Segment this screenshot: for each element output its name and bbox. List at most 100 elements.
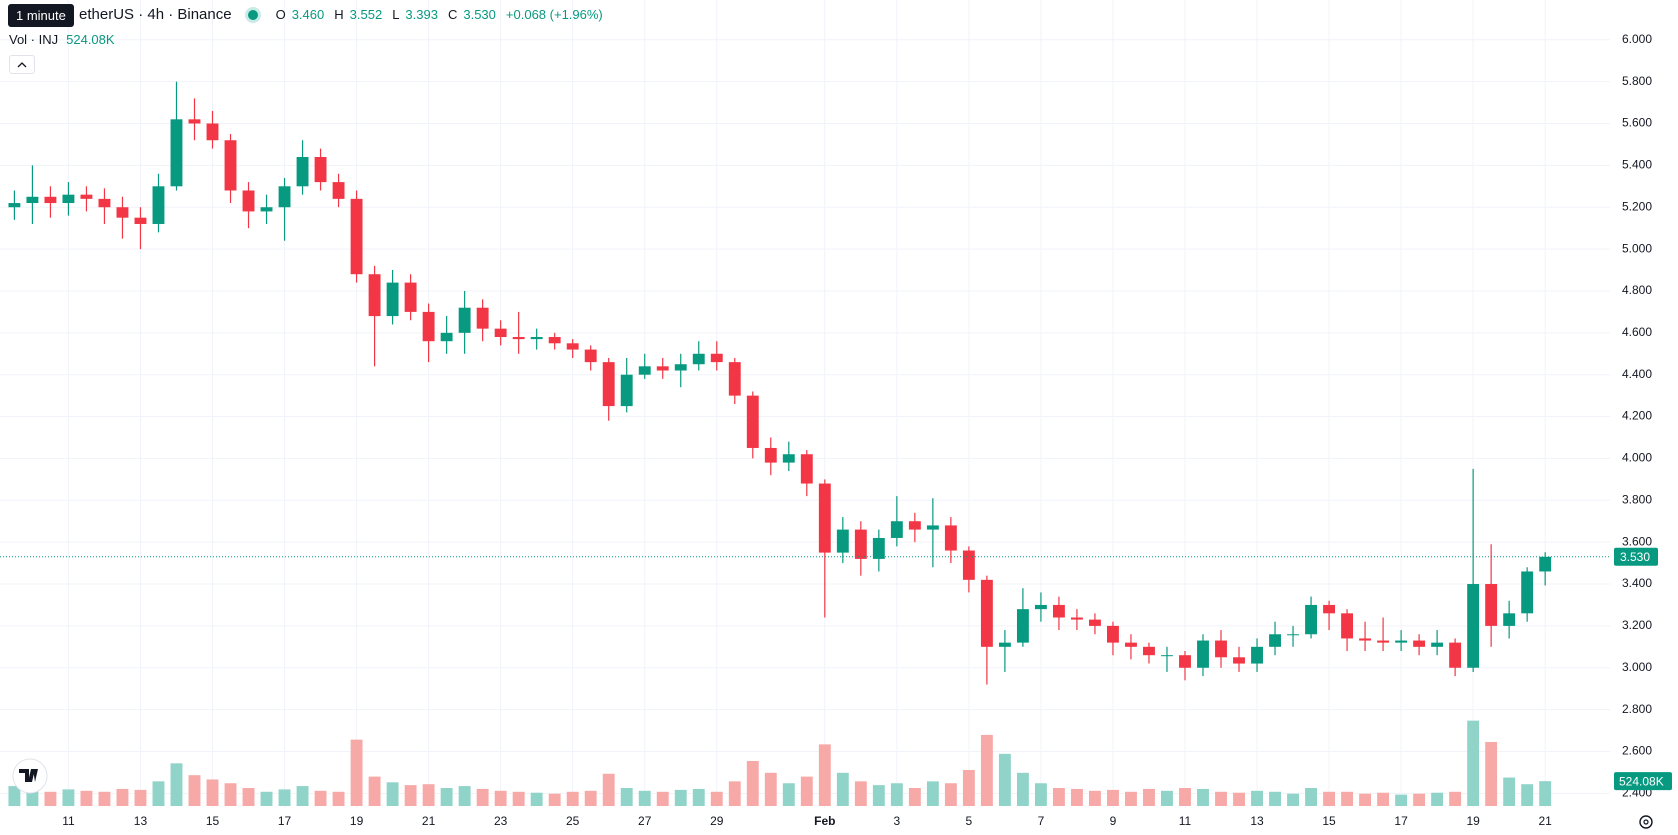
volume-box — [1614, 772, 1672, 791]
candle-body — [782, 454, 795, 463]
volume-bar — [1539, 781, 1552, 806]
volume-bar — [962, 769, 975, 806]
volume-bar — [404, 785, 417, 806]
y-tick-label: 5.000 — [1622, 241, 1652, 255]
candle-body — [1413, 640, 1426, 647]
candle-body — [926, 525, 939, 530]
volume-bar — [422, 784, 435, 806]
volume-bar — [134, 789, 147, 806]
y-tick-label: 4.600 — [1622, 325, 1652, 339]
candle-body — [620, 374, 633, 407]
x-tick-label: 3 — [894, 814, 901, 828]
candle-body — [530, 337, 543, 340]
x-tick-label: 23 — [494, 814, 508, 828]
candle-body — [1395, 640, 1408, 643]
collapse-button[interactable] — [9, 55, 35, 74]
x-tick-label: Feb — [814, 814, 835, 828]
candle-body — [1485, 584, 1498, 626]
candle-body — [962, 550, 975, 580]
candle-body — [134, 217, 147, 224]
candle-body — [206, 123, 219, 141]
volume-title[interactable]: Vol · INJ — [9, 32, 59, 47]
volume-bar — [530, 792, 543, 806]
symbol-legend: etherUS · 4h · Binance O 3.460 H 3.552 L 3.… — [79, 6, 603, 23]
chevron — [17, 62, 27, 68]
x-tick-label: 25 — [566, 814, 580, 828]
market-status[interactable] — [247, 9, 258, 20]
x-tick-label: 19 — [350, 814, 364, 828]
volume-bar — [800, 776, 813, 806]
tv-logo[interactable] — [12, 758, 48, 794]
candle-body — [1359, 638, 1372, 641]
x-tick-label: 13 — [1250, 814, 1264, 828]
candle-body — [1341, 613, 1354, 639]
candle-body — [80, 194, 93, 199]
volume-bar — [1305, 787, 1317, 806]
y-tick-label: 3.800 — [1622, 492, 1652, 506]
volume-bar — [1359, 793, 1372, 806]
volume-bar — [458, 786, 471, 806]
candle-body — [854, 529, 867, 559]
x-tick-label: 17 — [278, 814, 292, 828]
volume-bar — [98, 791, 111, 806]
last-price-label: 3.530 — [1620, 550, 1650, 564]
volume-bar — [944, 783, 957, 806]
volume-bar — [620, 787, 633, 806]
y-tick-label: 3.600 — [1622, 534, 1652, 548]
volume-bar — [1179, 787, 1191, 806]
y-tick-label: 5.600 — [1622, 116, 1652, 130]
candle-body — [242, 190, 255, 212]
candle-body — [1431, 642, 1444, 647]
candle-body — [836, 529, 849, 553]
candle-body — [458, 307, 471, 333]
volume-bar — [818, 744, 831, 806]
candle-body — [1305, 604, 1317, 635]
x-tick-label: 11 — [62, 814, 75, 828]
close-label: C — [447, 7, 458, 22]
volume-bar — [1395, 794, 1408, 806]
volume-bar — [548, 793, 561, 806]
volume-bar — [1413, 793, 1426, 806]
y-tick-label: 5.800 — [1622, 74, 1652, 88]
volume-bar — [638, 790, 651, 806]
volume-bar — [728, 781, 741, 806]
volume-bar — [710, 791, 723, 806]
settings-icon[interactable] — [1639, 815, 1653, 829]
candle-body — [26, 196, 39, 204]
gear-hub — [1643, 819, 1649, 825]
candle-body — [1521, 571, 1534, 614]
candle-body — [638, 366, 651, 375]
volume-bar — [1016, 772, 1029, 806]
x-tick-label: 13 — [134, 814, 148, 828]
candle-body — [476, 307, 489, 329]
candle-body — [1143, 646, 1155, 656]
symbol-title[interactable]: etherUS · 4h · Binance — [79, 6, 232, 23]
volume-bar — [836, 772, 849, 806]
x-tick-label: 9 — [1110, 814, 1117, 828]
candle-body — [440, 332, 453, 342]
volume-bar — [1269, 791, 1281, 806]
volume-bar — [314, 790, 327, 806]
volume-bar — [656, 791, 669, 806]
volume-bar — [170, 763, 183, 806]
volume-bar — [674, 789, 687, 806]
candle-body — [1251, 646, 1263, 664]
candle-body — [1034, 604, 1047, 610]
candle-body — [494, 328, 507, 338]
y-tick-label: 3.000 — [1622, 660, 1652, 674]
volume-bar — [1233, 792, 1245, 806]
volume-bar — [692, 788, 705, 806]
candle-body — [1016, 609, 1029, 643]
candle-body — [1179, 655, 1191, 668]
high-label: H — [334, 7, 344, 22]
volume-bar — [350, 739, 363, 806]
volume-bar — [44, 791, 57, 806]
volume-bar — [854, 781, 867, 806]
volume-bar — [512, 791, 525, 806]
volume-bar — [1467, 720, 1480, 806]
volume-bar — [494, 790, 507, 806]
candle-body — [710, 353, 723, 363]
change-value: +0.068 (+1.96%) — [505, 7, 603, 22]
volume-bar — [584, 790, 597, 806]
candle-body — [1161, 655, 1173, 657]
